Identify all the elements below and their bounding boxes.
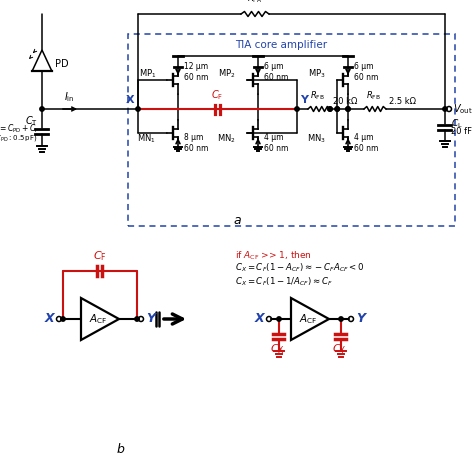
Text: $C_\mathrm{F}$: $C_\mathrm{F}$ bbox=[211, 88, 224, 102]
Text: MN$_2$: MN$_2$ bbox=[217, 133, 236, 145]
Circle shape bbox=[328, 107, 332, 111]
Circle shape bbox=[135, 317, 139, 321]
Text: MP$_3$: MP$_3$ bbox=[308, 68, 326, 80]
Circle shape bbox=[40, 107, 44, 111]
Text: 2.5 kΩ: 2.5 kΩ bbox=[389, 97, 416, 106]
Text: MN$_1$: MN$_1$ bbox=[137, 133, 156, 145]
Text: 8 μm
60 nm: 8 μm 60 nm bbox=[184, 133, 209, 153]
Text: $R_\mathrm{FB}$: $R_\mathrm{FB}$ bbox=[310, 90, 324, 102]
Text: Y: Y bbox=[146, 312, 155, 326]
Text: 20 fF: 20 fF bbox=[451, 127, 472, 136]
Circle shape bbox=[339, 317, 343, 321]
Text: $(C_\mathrm{PD}: 0.5\,\mathrm{pF})$: $(C_\mathrm{PD}: 0.5\,\mathrm{pF})$ bbox=[0, 133, 38, 143]
Text: $C_\mathrm{Y}$: $C_\mathrm{Y}$ bbox=[332, 342, 346, 356]
Text: Y: Y bbox=[356, 312, 365, 326]
Text: $C_X = C_F(1 - 1/A_{CF}) \approx C_F$: $C_X = C_F(1 - 1/A_{CF}) \approx C_F$ bbox=[235, 275, 333, 288]
Circle shape bbox=[136, 107, 140, 111]
Text: $V_\mathrm{out}$: $V_\mathrm{out}$ bbox=[453, 102, 473, 116]
Text: $I_\mathrm{in}$: $I_\mathrm{in}$ bbox=[64, 90, 74, 104]
Circle shape bbox=[295, 107, 299, 111]
Text: $C_X = C_F(1 - A_{CF}) \approx -C_FA_{CF} < 0$: $C_X = C_F(1 - A_{CF}) \approx -C_FA_{CF… bbox=[235, 262, 365, 274]
Text: MP$_1$: MP$_1$ bbox=[138, 68, 156, 80]
Text: MP$_2$: MP$_2$ bbox=[219, 68, 236, 80]
Text: $R_\mathrm{FB}$: $R_\mathrm{FB}$ bbox=[365, 90, 381, 102]
Text: $C_\mathrm{F}$: $C_\mathrm{F}$ bbox=[93, 249, 107, 263]
Text: b: b bbox=[116, 443, 124, 456]
Text: TIA core amplifier: TIA core amplifier bbox=[236, 40, 328, 50]
Text: $R_\mathrm{FA}$: $R_\mathrm{FA}$ bbox=[247, 0, 263, 5]
Circle shape bbox=[346, 107, 350, 111]
Circle shape bbox=[61, 317, 65, 321]
Circle shape bbox=[443, 107, 447, 111]
Text: PD: PD bbox=[55, 59, 68, 69]
Text: $C_\mathrm{T}$: $C_\mathrm{T}$ bbox=[25, 114, 38, 128]
Text: $C_\mathrm{L}$: $C_\mathrm{L}$ bbox=[451, 118, 463, 130]
Circle shape bbox=[328, 107, 332, 111]
Text: $A_\mathrm{CF}$: $A_\mathrm{CF}$ bbox=[299, 312, 317, 326]
Text: X: X bbox=[126, 95, 134, 105]
Text: 4 μm
60 nm: 4 μm 60 nm bbox=[354, 133, 378, 153]
Text: MN$_3$: MN$_3$ bbox=[307, 133, 326, 145]
Circle shape bbox=[277, 317, 281, 321]
Text: $C_\mathrm{X}$: $C_\mathrm{X}$ bbox=[270, 342, 284, 356]
Text: 20 kΩ: 20 kΩ bbox=[333, 97, 357, 106]
Circle shape bbox=[335, 107, 339, 111]
Text: 4 μm
60 nm: 4 μm 60 nm bbox=[264, 133, 288, 153]
Text: 6 μm
60 nm: 6 μm 60 nm bbox=[264, 62, 288, 82]
Text: X: X bbox=[45, 312, 54, 326]
Text: $A_\mathrm{CF}$: $A_\mathrm{CF}$ bbox=[89, 312, 107, 326]
Text: Y: Y bbox=[300, 95, 308, 105]
Text: if $A_\mathrm{CF}$ >> 1, then: if $A_\mathrm{CF}$ >> 1, then bbox=[235, 249, 312, 262]
Bar bbox=[128, 34, 455, 226]
Circle shape bbox=[335, 107, 339, 111]
Text: 6 μm
60 nm: 6 μm 60 nm bbox=[354, 62, 378, 82]
Circle shape bbox=[346, 107, 350, 111]
Text: X: X bbox=[255, 312, 264, 326]
Text: a: a bbox=[233, 214, 241, 227]
Text: $= C_\mathrm{PD} + C_\mathrm{I}$: $= C_\mathrm{PD} + C_\mathrm{I}$ bbox=[0, 123, 38, 135]
Text: 12 μm
60 nm: 12 μm 60 nm bbox=[184, 62, 209, 82]
